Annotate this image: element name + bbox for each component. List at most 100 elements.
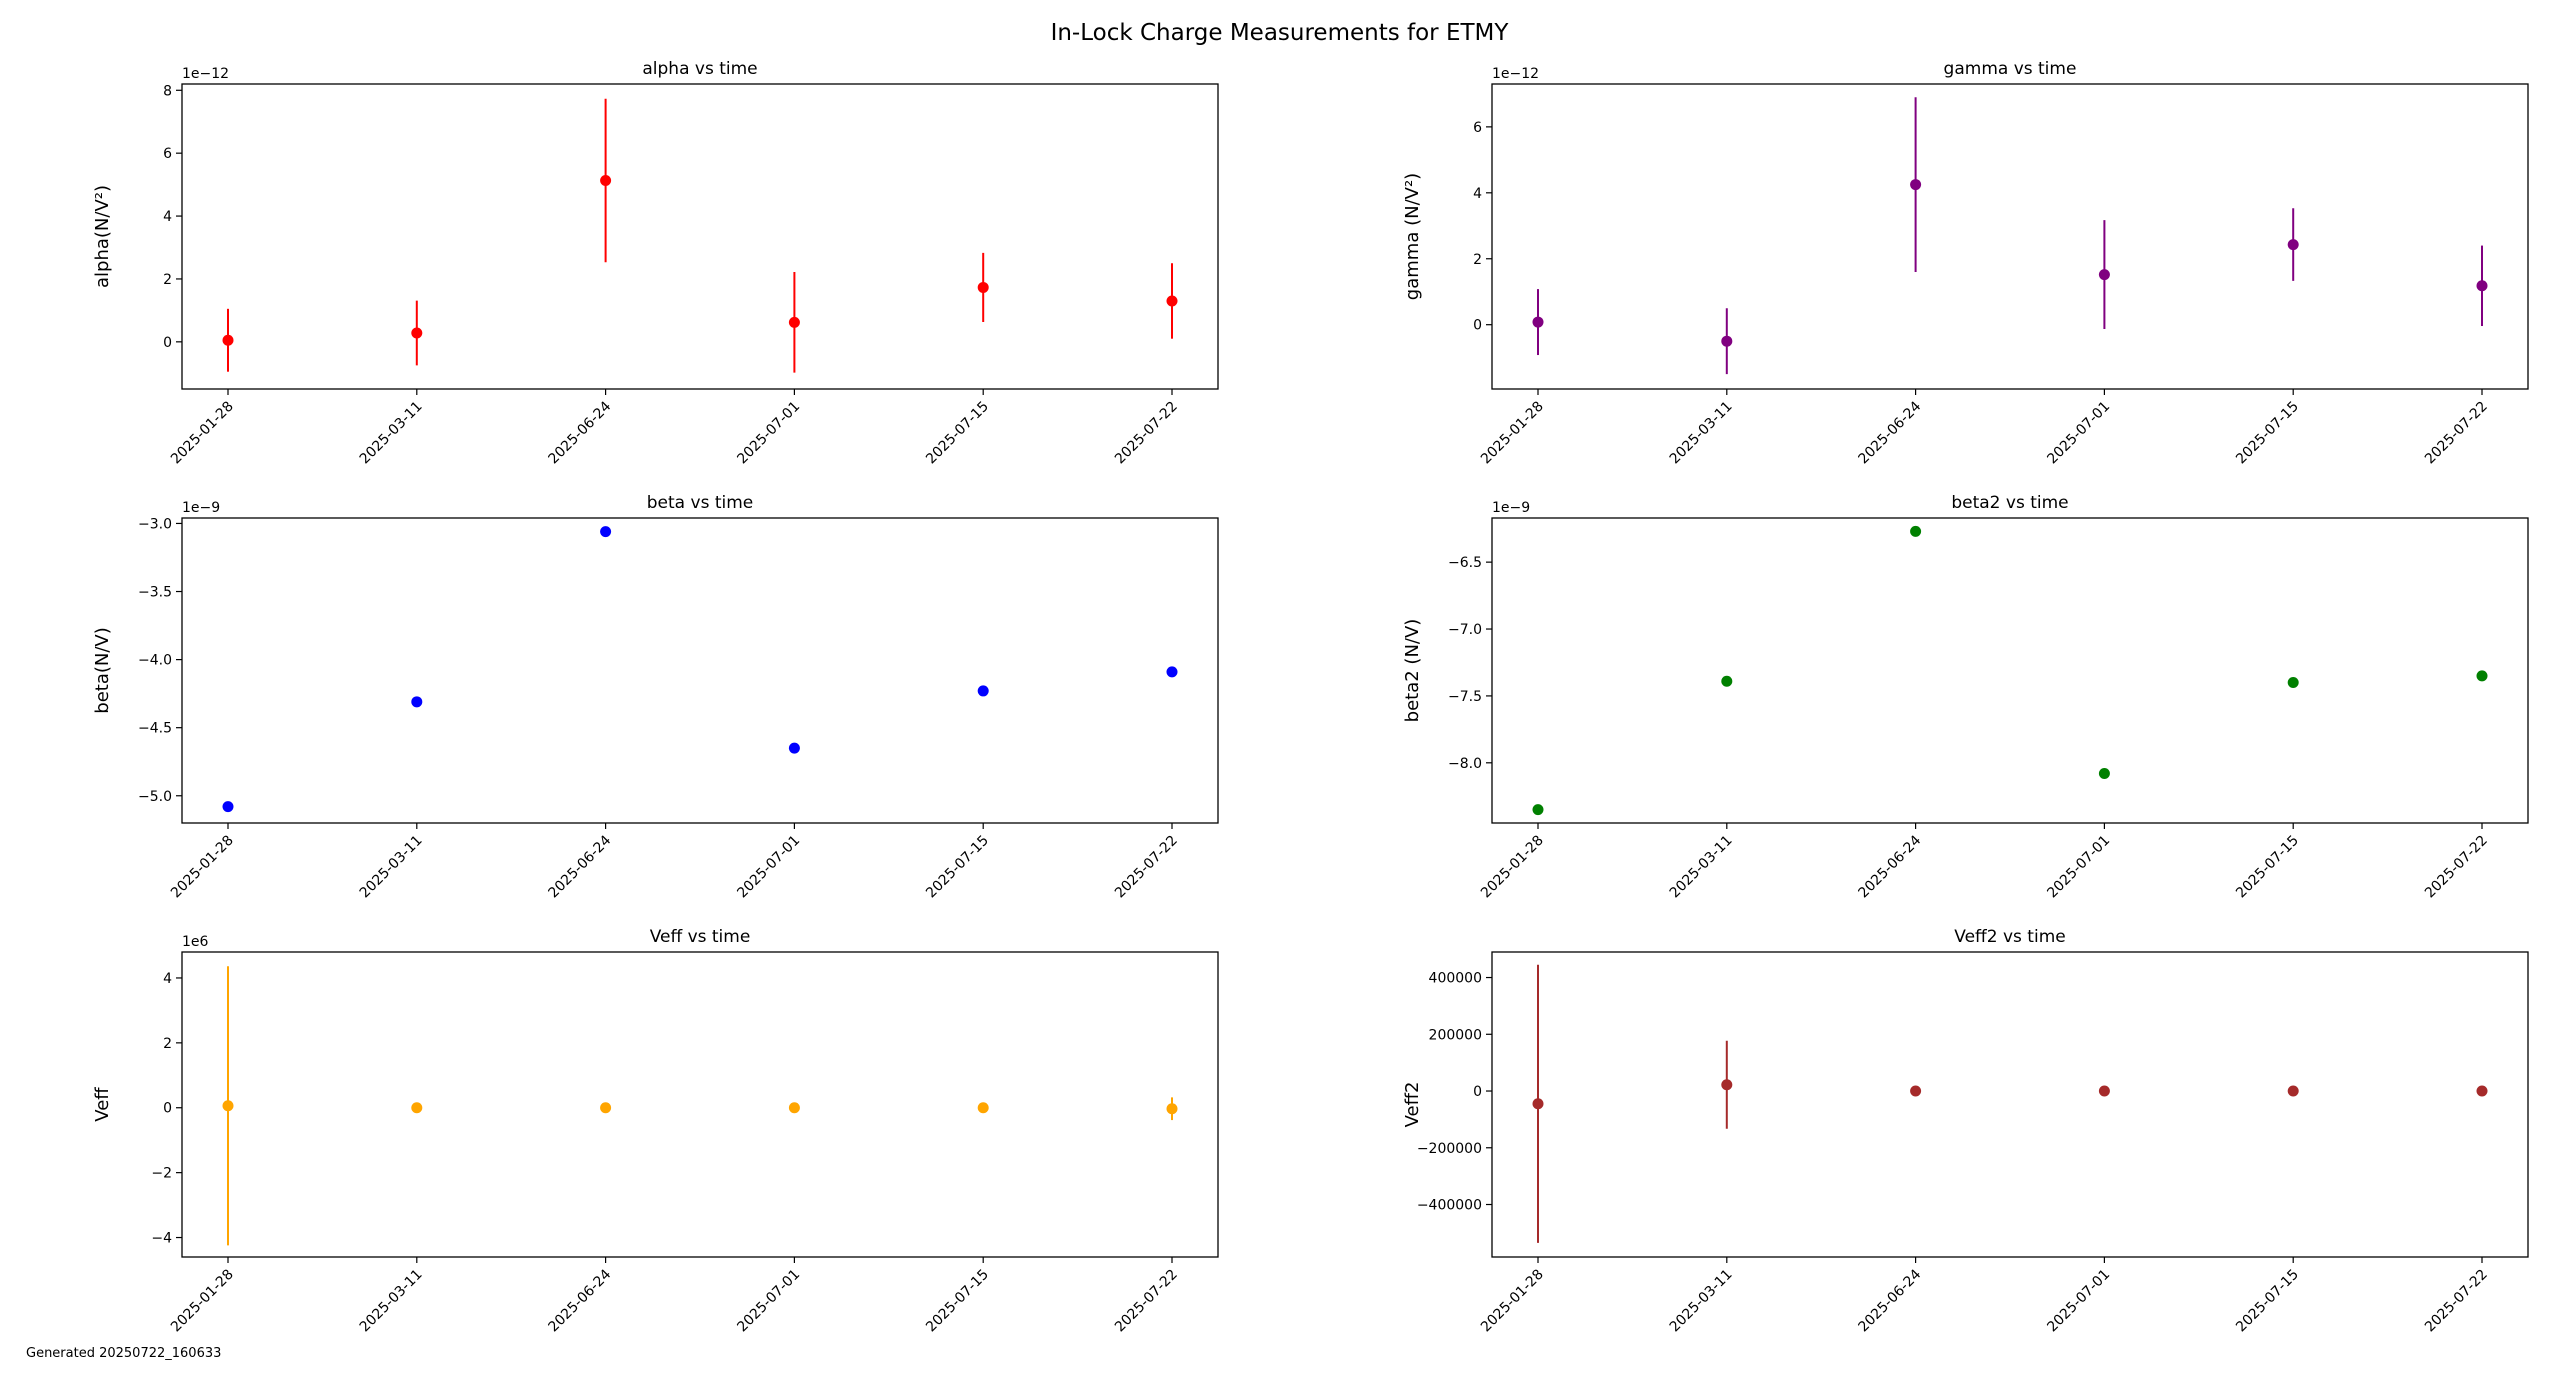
data-point <box>2098 768 2110 780</box>
axes-frame <box>181 951 1219 1258</box>
y-axis-label: alpha(N/V²) <box>92 185 113 288</box>
y-tick-label: 2 <box>1473 252 1482 268</box>
y-tick-label: 6 <box>163 146 172 162</box>
x-tick-label: 2025-03-11 <box>357 833 426 902</box>
y-axis-label: Veff2 <box>1402 1082 1423 1128</box>
x-tick-label: 2025-03-11 <box>1667 833 1736 902</box>
x-tick-label: 2025-07-01 <box>2044 399 2113 468</box>
data-point <box>788 316 800 328</box>
x-tick-label: 2025-07-22 <box>1112 1267 1181 1336</box>
subplot-title: Veff2 vs time <box>1954 927 2065 947</box>
data-point <box>411 327 423 339</box>
y-tick-label: −3.0 <box>138 516 172 532</box>
x-tick-label: 2025-07-22 <box>2422 399 2491 468</box>
subplot-beta2: beta2 vs time beta2 (N/V) 1e−9 −8.0 −7.5 −7.0… <box>1402 493 2529 902</box>
y-tick-label: 2 <box>163 272 172 288</box>
data-point <box>2098 269 2110 281</box>
data-point <box>2287 239 2299 251</box>
data-point <box>1910 525 1922 537</box>
y-axis-label: beta(N/V) <box>92 627 113 713</box>
y-tick-label: −4 <box>151 1231 172 1247</box>
data-point <box>1532 804 1544 816</box>
x-tick-label: 2025-01-28 <box>168 399 237 468</box>
data-point <box>411 1102 423 1114</box>
data-point <box>600 1102 612 1114</box>
data-point <box>977 1102 989 1114</box>
axes-frame <box>1491 83 2529 390</box>
x-tick-label: 2025-06-24 <box>1856 832 1925 901</box>
y-tick-label: 2 <box>163 1036 172 1052</box>
x-tick-label: 2025-01-28 <box>168 833 237 902</box>
y-tick-label: −7.0 <box>1448 622 1482 638</box>
subplot-title: beta vs time <box>647 493 753 513</box>
x-tick-label: 2025-06-24 <box>546 1266 615 1335</box>
data-point <box>788 1102 800 1114</box>
data-point <box>977 685 989 697</box>
y-tick-label: 200000 <box>1429 1027 1482 1043</box>
data-point <box>2098 1085 2110 1097</box>
data-point <box>2287 677 2299 689</box>
x-tick-label: 2025-07-01 <box>734 1267 803 1336</box>
x-tick-label: 2025-06-24 <box>546 398 615 467</box>
y-tick-label: −8.0 <box>1448 756 1482 772</box>
data-point <box>1910 179 1922 191</box>
subplot-title: alpha vs time <box>642 59 757 79</box>
data-point <box>222 1100 234 1112</box>
subplot-gamma: gamma vs time gamma (N/V²) 1e−12 0 2 4 6 2025-0… <box>1402 59 2529 468</box>
subplot-title: gamma vs time <box>1944 59 2077 79</box>
axis-offset-text: 1e−9 <box>1492 500 1530 516</box>
data-point <box>1910 1085 1922 1097</box>
y-tick-label: −400000 <box>1417 1198 1482 1214</box>
axes-frame <box>1491 517 2529 824</box>
x-tick-label: 2025-07-15 <box>2233 1267 2302 1336</box>
subplot-title: beta2 vs time <box>1951 493 2068 513</box>
y-tick-label: 0 <box>163 1101 172 1117</box>
subplot-veff2: Veff2 vs time Veff2 −400000 −200000 0 200000 4… <box>1402 927 2529 1336</box>
y-tick-label: −4.5 <box>138 721 172 737</box>
x-tick-label: 2025-07-22 <box>1112 399 1181 468</box>
y-tick-label: −200000 <box>1417 1141 1482 1157</box>
axes-frame <box>181 517 1219 824</box>
x-tick-label: 2025-01-28 <box>1478 833 1547 902</box>
axis-offset-text: 1e6 <box>182 934 209 950</box>
x-tick-label: 2025-07-01 <box>2044 833 2113 902</box>
figure-title: In-Lock Charge Measurements for ETMY <box>1050 20 1509 46</box>
x-tick-label: 2025-01-28 <box>1478 1267 1547 1336</box>
x-tick-label: 2025-01-28 <box>1478 399 1547 468</box>
x-tick-label: 2025-06-24 <box>1856 1266 1925 1335</box>
axes-frame <box>1491 951 2529 1258</box>
x-tick-label: 2025-07-22 <box>2422 833 2491 902</box>
x-tick-label: 2025-07-01 <box>734 399 803 468</box>
y-axis-label: Veff <box>92 1087 113 1122</box>
data-point <box>600 526 612 538</box>
x-tick-label: 2025-07-22 <box>1112 833 1181 902</box>
x-tick-label: 2025-03-11 <box>357 1267 426 1336</box>
x-tick-label: 2025-07-15 <box>2233 833 2302 902</box>
x-tick-label: 2025-07-01 <box>2044 1267 2113 1336</box>
data-point <box>1166 666 1178 678</box>
x-tick-label: 2025-07-15 <box>2233 399 2302 468</box>
y-axis-label: beta2 (N/V) <box>1402 619 1423 723</box>
data-point <box>600 175 612 187</box>
x-tick-label: 2025-07-15 <box>923 399 992 468</box>
data-point <box>1721 335 1733 347</box>
y-tick-label: 400000 <box>1429 971 1482 987</box>
x-tick-label: 2025-03-11 <box>357 399 426 468</box>
data-point <box>2476 670 2488 682</box>
x-tick-label: 2025-07-15 <box>923 833 992 902</box>
data-point <box>1166 1103 1178 1115</box>
subplot-veff: Veff vs time Veff 1e6 −4 −2 0 2 4 2025-01-28 2025… <box>92 927 1219 1336</box>
x-tick-label: 2025-07-01 <box>734 833 803 902</box>
y-tick-label: 4 <box>1473 186 1482 202</box>
data-point <box>222 801 234 813</box>
subplot-beta: beta vs time beta(N/V) 1e−9 −5.0 −4.5 −4.0 −3.… <box>92 493 1219 902</box>
data-point <box>2476 280 2488 292</box>
y-tick-label: −5.0 <box>138 789 172 805</box>
data-point <box>411 696 423 708</box>
axis-offset-text: 1e−12 <box>1492 66 1539 82</box>
x-tick-label: 2025-07-22 <box>2422 1267 2491 1336</box>
data-point <box>222 334 234 346</box>
axis-offset-text: 1e−12 <box>182 66 229 82</box>
subplot-title: Veff vs time <box>650 927 751 947</box>
x-tick-label: 2025-07-15 <box>923 1267 992 1336</box>
